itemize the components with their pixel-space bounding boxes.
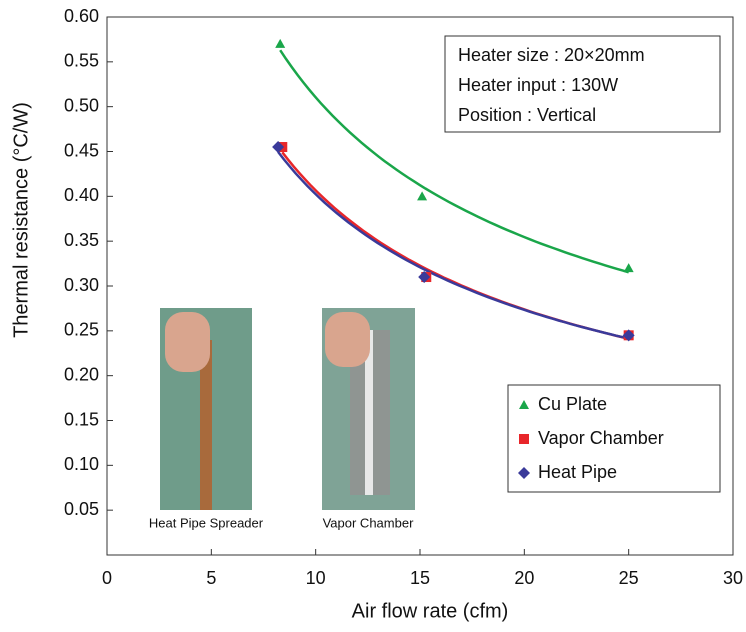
y-tick-label: 0.10	[64, 454, 99, 474]
legend-marker	[518, 467, 530, 479]
data-point	[418, 271, 431, 284]
y-tick-label: 0.25	[64, 320, 99, 340]
x-tick-label: 15	[410, 568, 430, 588]
x-axis-label: Air flow rate (cfm)	[352, 600, 509, 622]
data-point	[275, 38, 286, 48]
legend-marker	[519, 434, 529, 444]
legend-box	[507, 384, 721, 493]
photo-caption: Vapor Chamber	[323, 515, 414, 530]
x-tick-label: 30	[723, 568, 743, 588]
photo-hand	[165, 312, 210, 372]
data-point	[623, 263, 634, 273]
x-tick-label: 5	[206, 568, 216, 588]
photo-hand	[325, 312, 370, 367]
data-point	[417, 191, 428, 201]
annotation: Heater size : 20×20mm	[458, 45, 645, 65]
annotation: Position : Vertical	[458, 105, 596, 125]
y-tick-label: 0.15	[64, 409, 99, 429]
legend-marker	[519, 400, 529, 409]
photo-detail	[365, 330, 373, 495]
x-tick-label: 25	[619, 568, 639, 588]
photo-caption: Heat Pipe Spreader	[149, 515, 264, 530]
x-tick-label: 10	[306, 568, 326, 588]
y-tick-label: 0.60	[64, 6, 99, 26]
data-point	[622, 329, 635, 342]
x-tick-label: 0	[102, 568, 112, 588]
y-tick-label: 0.50	[64, 95, 99, 115]
y-tick-label: 0.20	[64, 364, 99, 384]
legend-label: Heat Pipe	[538, 462, 617, 482]
y-tick-label: 0.30	[64, 275, 99, 295]
legend-label: Vapor Chamber	[538, 428, 664, 448]
y-tick-label: 0.05	[64, 499, 99, 519]
trend-line	[277, 151, 629, 340]
x-tick-label: 20	[514, 568, 534, 588]
photo-detail	[200, 340, 212, 510]
trend-line	[279, 49, 630, 274]
annotation-box	[444, 35, 721, 133]
y-axis-label: Thermal resistance (°C/W)	[10, 102, 32, 338]
legend-label: Cu Plate	[538, 394, 607, 414]
data-point	[272, 141, 285, 154]
annotation: Heater input : 130W	[458, 75, 618, 95]
y-tick-label: 0.35	[64, 230, 99, 250]
y-tick-label: 0.55	[64, 51, 99, 71]
y-tick-label: 0.45	[64, 140, 99, 160]
y-tick-label: 0.40	[64, 185, 99, 205]
